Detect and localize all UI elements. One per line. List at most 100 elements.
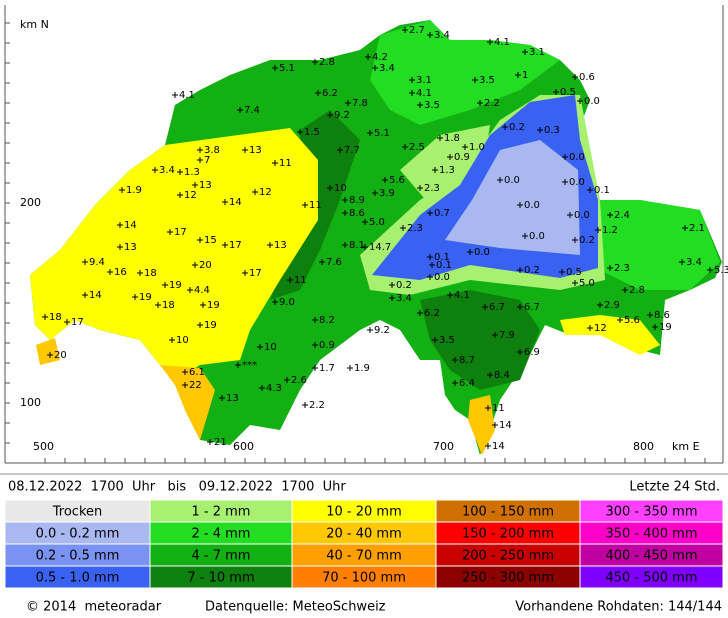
station-value: 1.3 (439, 165, 455, 176)
station-marker (402, 27, 408, 33)
station-value: 0.0 (504, 175, 520, 186)
station-value: 6.4 (459, 378, 475, 389)
station-marker (485, 443, 491, 449)
station-marker (427, 274, 433, 280)
station-value: 22 (189, 380, 202, 391)
station-value: 5.0 (579, 278, 595, 289)
station-value: 1 (522, 70, 528, 81)
station-value: 2.4 (614, 210, 630, 221)
x-label: 700 (433, 440, 454, 453)
station-marker (417, 185, 423, 191)
station-value: 2.8 (629, 285, 645, 296)
station-marker (192, 182, 198, 188)
station-marker (242, 270, 248, 276)
station-marker (272, 299, 278, 305)
station-value: 13 (124, 242, 137, 253)
north-label: km N (20, 18, 49, 31)
station-marker (522, 233, 528, 239)
station-value: 11 (279, 158, 292, 169)
station-marker (577, 98, 583, 104)
station-marker (155, 302, 161, 308)
station-marker (302, 202, 308, 208)
station-value: 3.1 (416, 75, 432, 86)
station-value: 0.2 (396, 280, 412, 291)
station-value: 19 (169, 280, 182, 291)
station-marker (342, 197, 348, 203)
legend-label: 450 - 500 mm (605, 571, 697, 586)
station-marker (432, 167, 438, 173)
station-marker (652, 324, 658, 330)
station-marker (167, 229, 173, 235)
y-label: 100 (20, 396, 41, 409)
station-marker (487, 372, 493, 378)
station-value: 14 (229, 197, 242, 208)
station-marker (117, 222, 123, 228)
station-value: 0.5 (560, 87, 576, 98)
station-marker (237, 107, 243, 113)
station-value: 13 (274, 240, 287, 251)
station-value: 19 (204, 320, 217, 331)
station-marker (137, 270, 143, 276)
frame (4, 5, 724, 464)
station-marker (365, 54, 371, 60)
station-marker (537, 127, 543, 133)
station-marker (559, 269, 565, 275)
station-value: 10 (176, 335, 189, 346)
station-value: 2.3 (424, 183, 440, 194)
station-value: 21 (214, 437, 227, 448)
station-marker (82, 292, 88, 298)
station-marker (177, 192, 183, 198)
station-marker (327, 112, 333, 118)
station-marker (42, 314, 48, 320)
station-value: 8.2 (319, 315, 335, 326)
station-value: 0.0 (584, 96, 600, 107)
station-value: 6.1 (189, 367, 205, 378)
station-value: 10 (264, 342, 277, 353)
station-marker (197, 147, 203, 153)
station-value: 8.9 (349, 195, 365, 206)
station-value: 7.6 (326, 257, 342, 268)
station-value: 11 (294, 275, 307, 286)
station-marker (562, 179, 568, 185)
station-value: 1.3 (184, 167, 200, 178)
station-marker (492, 422, 498, 428)
station-marker (572, 237, 578, 243)
station-value: 17 (229, 240, 242, 251)
station-value: 2.8 (319, 57, 335, 68)
station-value: 2.9 (604, 300, 620, 311)
station-value: 4.4 (194, 285, 210, 296)
station-value: 14.7 (369, 242, 391, 253)
station-marker (367, 327, 373, 333)
station-marker (272, 65, 278, 71)
station-marker (219, 395, 225, 401)
station-marker (207, 439, 213, 445)
station-value: 16 (114, 267, 127, 278)
station-value: 19 (139, 292, 152, 303)
station-value: 5.0 (369, 217, 385, 228)
station-marker (427, 32, 433, 38)
station-marker (502, 124, 508, 130)
station-marker (452, 357, 458, 363)
station-marker (389, 295, 395, 301)
station-value: 6.7 (524, 302, 540, 313)
station-marker (287, 277, 293, 283)
station-marker (197, 322, 203, 328)
station-marker (312, 342, 318, 348)
station-marker (389, 282, 395, 288)
station-marker (222, 242, 228, 248)
station-marker (107, 269, 113, 275)
station-marker (172, 92, 178, 98)
station-marker (617, 317, 623, 323)
legend-swatch (579, 565, 724, 589)
station-value: 7.4 (244, 105, 260, 116)
station-marker (482, 304, 488, 310)
station-value: 1.7 (319, 363, 335, 374)
station-value: 0.1 (594, 185, 610, 196)
station-marker (567, 212, 573, 218)
station-value: 0.0 (569, 177, 585, 188)
station-marker (257, 344, 263, 350)
station-marker (267, 242, 273, 248)
station-marker (517, 304, 523, 310)
station-value: 8.4 (494, 370, 510, 381)
station-marker (562, 154, 568, 160)
